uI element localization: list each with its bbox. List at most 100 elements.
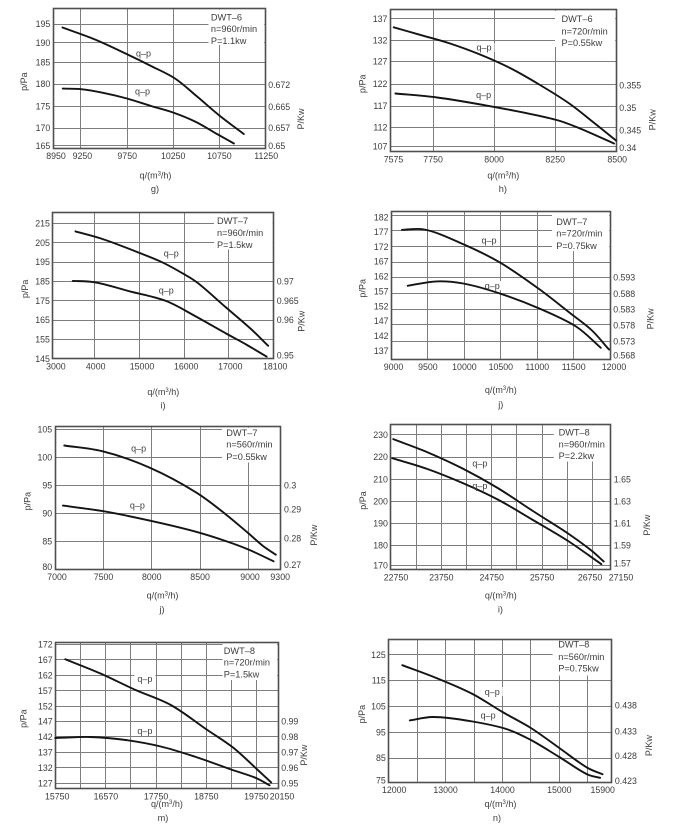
svg-text:P/Kw: P/Kw: [296, 108, 306, 130]
svg-text:q–p: q–p: [164, 249, 179, 259]
svg-text:142: 142: [374, 331, 389, 341]
svg-text:DWT–7: DWT–7: [556, 217, 587, 227]
svg-text:0.98: 0.98: [281, 732, 298, 742]
svg-text:9250: 9250: [73, 151, 93, 161]
svg-text:1.57: 1.57: [614, 559, 631, 569]
svg-text:122: 122: [373, 79, 388, 89]
svg-text:P=1.1kw: P=1.1kw: [211, 36, 247, 46]
svg-text:n): n): [493, 813, 501, 823]
svg-text:q/(m3/h): q/(m3/h): [485, 385, 517, 395]
svg-text:157: 157: [38, 686, 53, 696]
svg-text:DWT–7: DWT–7: [226, 428, 257, 438]
svg-text:95: 95: [42, 480, 52, 490]
svg-text:175: 175: [36, 102, 51, 112]
svg-text:DWT–7: DWT–7: [217, 216, 248, 226]
svg-text:P=0.75kw: P=0.75kw: [556, 241, 597, 251]
svg-text:12000: 12000: [382, 785, 407, 795]
svg-text:0.97: 0.97: [277, 277, 294, 287]
svg-text:85: 85: [376, 753, 386, 763]
svg-text:175: 175: [35, 296, 50, 306]
svg-text:23750: 23750: [429, 572, 454, 582]
svg-text:0.428: 0.428: [615, 751, 637, 761]
svg-text:155: 155: [35, 335, 50, 345]
svg-text:17000: 17000: [218, 362, 243, 372]
svg-text:80: 80: [42, 562, 52, 572]
svg-text:8500: 8500: [607, 154, 627, 164]
svg-text:165: 165: [35, 315, 50, 325]
svg-text:i): i): [498, 605, 503, 615]
svg-text:m): m): [158, 813, 169, 823]
svg-text:0.578: 0.578: [613, 320, 635, 330]
svg-text:DWT–8: DWT–8: [559, 427, 590, 437]
svg-text:0.965: 0.965: [277, 296, 299, 306]
svg-text:0.29: 0.29: [284, 505, 301, 515]
svg-text:7750: 7750: [423, 154, 443, 164]
svg-text:9750: 9750: [117, 151, 137, 161]
svg-text:16570: 16570: [94, 791, 119, 801]
svg-text:90: 90: [42, 508, 52, 518]
svg-text:1.65: 1.65: [614, 474, 631, 484]
svg-text:0.588: 0.588: [613, 289, 635, 299]
svg-text:10500: 10500: [489, 362, 514, 372]
svg-text:75: 75: [376, 776, 386, 786]
svg-text:p/Pa: p/Pa: [19, 709, 29, 728]
svg-text:127: 127: [373, 57, 388, 67]
svg-text:8000: 8000: [142, 572, 162, 582]
svg-text:0.65: 0.65: [268, 141, 285, 151]
svg-text:9500: 9500: [418, 362, 438, 372]
svg-text:q/(m3/h): q/(m3/h): [487, 170, 519, 180]
svg-text:n=720r/min: n=720r/min: [556, 229, 602, 239]
svg-text:4000: 4000: [86, 362, 106, 372]
svg-text:p/Pa: p/Pa: [358, 75, 368, 94]
svg-text:195: 195: [35, 257, 50, 267]
svg-text:1.61: 1.61: [614, 519, 631, 529]
svg-text:185: 185: [36, 58, 51, 68]
svg-text:0.99: 0.99: [281, 717, 298, 727]
svg-text:DWT–8: DWT–8: [224, 646, 255, 656]
svg-text:0.34: 0.34: [619, 143, 636, 153]
svg-text:13000: 13000: [433, 785, 458, 795]
svg-text:P=1.5kw: P=1.5kw: [224, 669, 260, 679]
svg-text:n=560r/min: n=560r/min: [558, 652, 604, 662]
svg-text:15900: 15900: [590, 785, 615, 795]
svg-text:137: 137: [374, 346, 389, 356]
svg-text:85: 85: [42, 536, 52, 546]
svg-text:18750: 18750: [194, 791, 219, 801]
svg-text:P/Kw: P/Kw: [642, 514, 652, 536]
svg-text:P=0.55kw: P=0.55kw: [226, 452, 267, 462]
svg-text:h): h): [499, 184, 507, 194]
svg-text:180: 180: [373, 541, 388, 551]
svg-text:230: 230: [373, 430, 388, 440]
svg-text:170: 170: [36, 123, 51, 133]
svg-text:9000: 9000: [384, 362, 404, 372]
svg-text:19750: 19750: [244, 791, 269, 801]
svg-text:0.95: 0.95: [281, 779, 298, 789]
svg-text:n=960r/min: n=960r/min: [217, 228, 263, 238]
svg-text:0.438: 0.438: [615, 701, 637, 711]
svg-text:n=720r/min: n=720r/min: [562, 26, 608, 36]
svg-text:P=1.5kw: P=1.5kw: [217, 240, 253, 250]
svg-text:10250: 10250: [161, 151, 186, 161]
svg-text:DWT–6: DWT–6: [211, 12, 242, 22]
svg-text:105: 105: [38, 424, 53, 434]
svg-text:182: 182: [374, 213, 389, 223]
svg-text:p/Pa: p/Pa: [19, 72, 29, 91]
svg-text:n=960r/min: n=960r/min: [211, 24, 257, 34]
svg-text:q/(m3/h): q/(m3/h): [147, 387, 179, 397]
svg-text:132: 132: [38, 763, 53, 773]
svg-text:0.35: 0.35: [619, 103, 636, 113]
svg-text:q/(m3/h): q/(m3/h): [485, 591, 517, 601]
svg-text:P/Kw: P/Kw: [299, 744, 309, 766]
svg-text:0.423: 0.423: [615, 776, 637, 786]
svg-text:145: 145: [35, 354, 50, 364]
svg-text:177: 177: [374, 227, 389, 237]
svg-text:j): j): [158, 605, 164, 615]
svg-text:14000: 14000: [490, 785, 515, 795]
svg-text:p/Pa: p/Pa: [22, 492, 32, 511]
svg-text:q–p: q–p: [472, 481, 487, 491]
svg-text:q–p: q–p: [137, 674, 152, 684]
svg-text:P=0.75kw: P=0.75kw: [558, 663, 599, 673]
svg-text:q/(m3/h): q/(m3/h): [151, 799, 183, 809]
svg-text:24750: 24750: [479, 572, 504, 582]
svg-text:i): i): [160, 401, 165, 411]
